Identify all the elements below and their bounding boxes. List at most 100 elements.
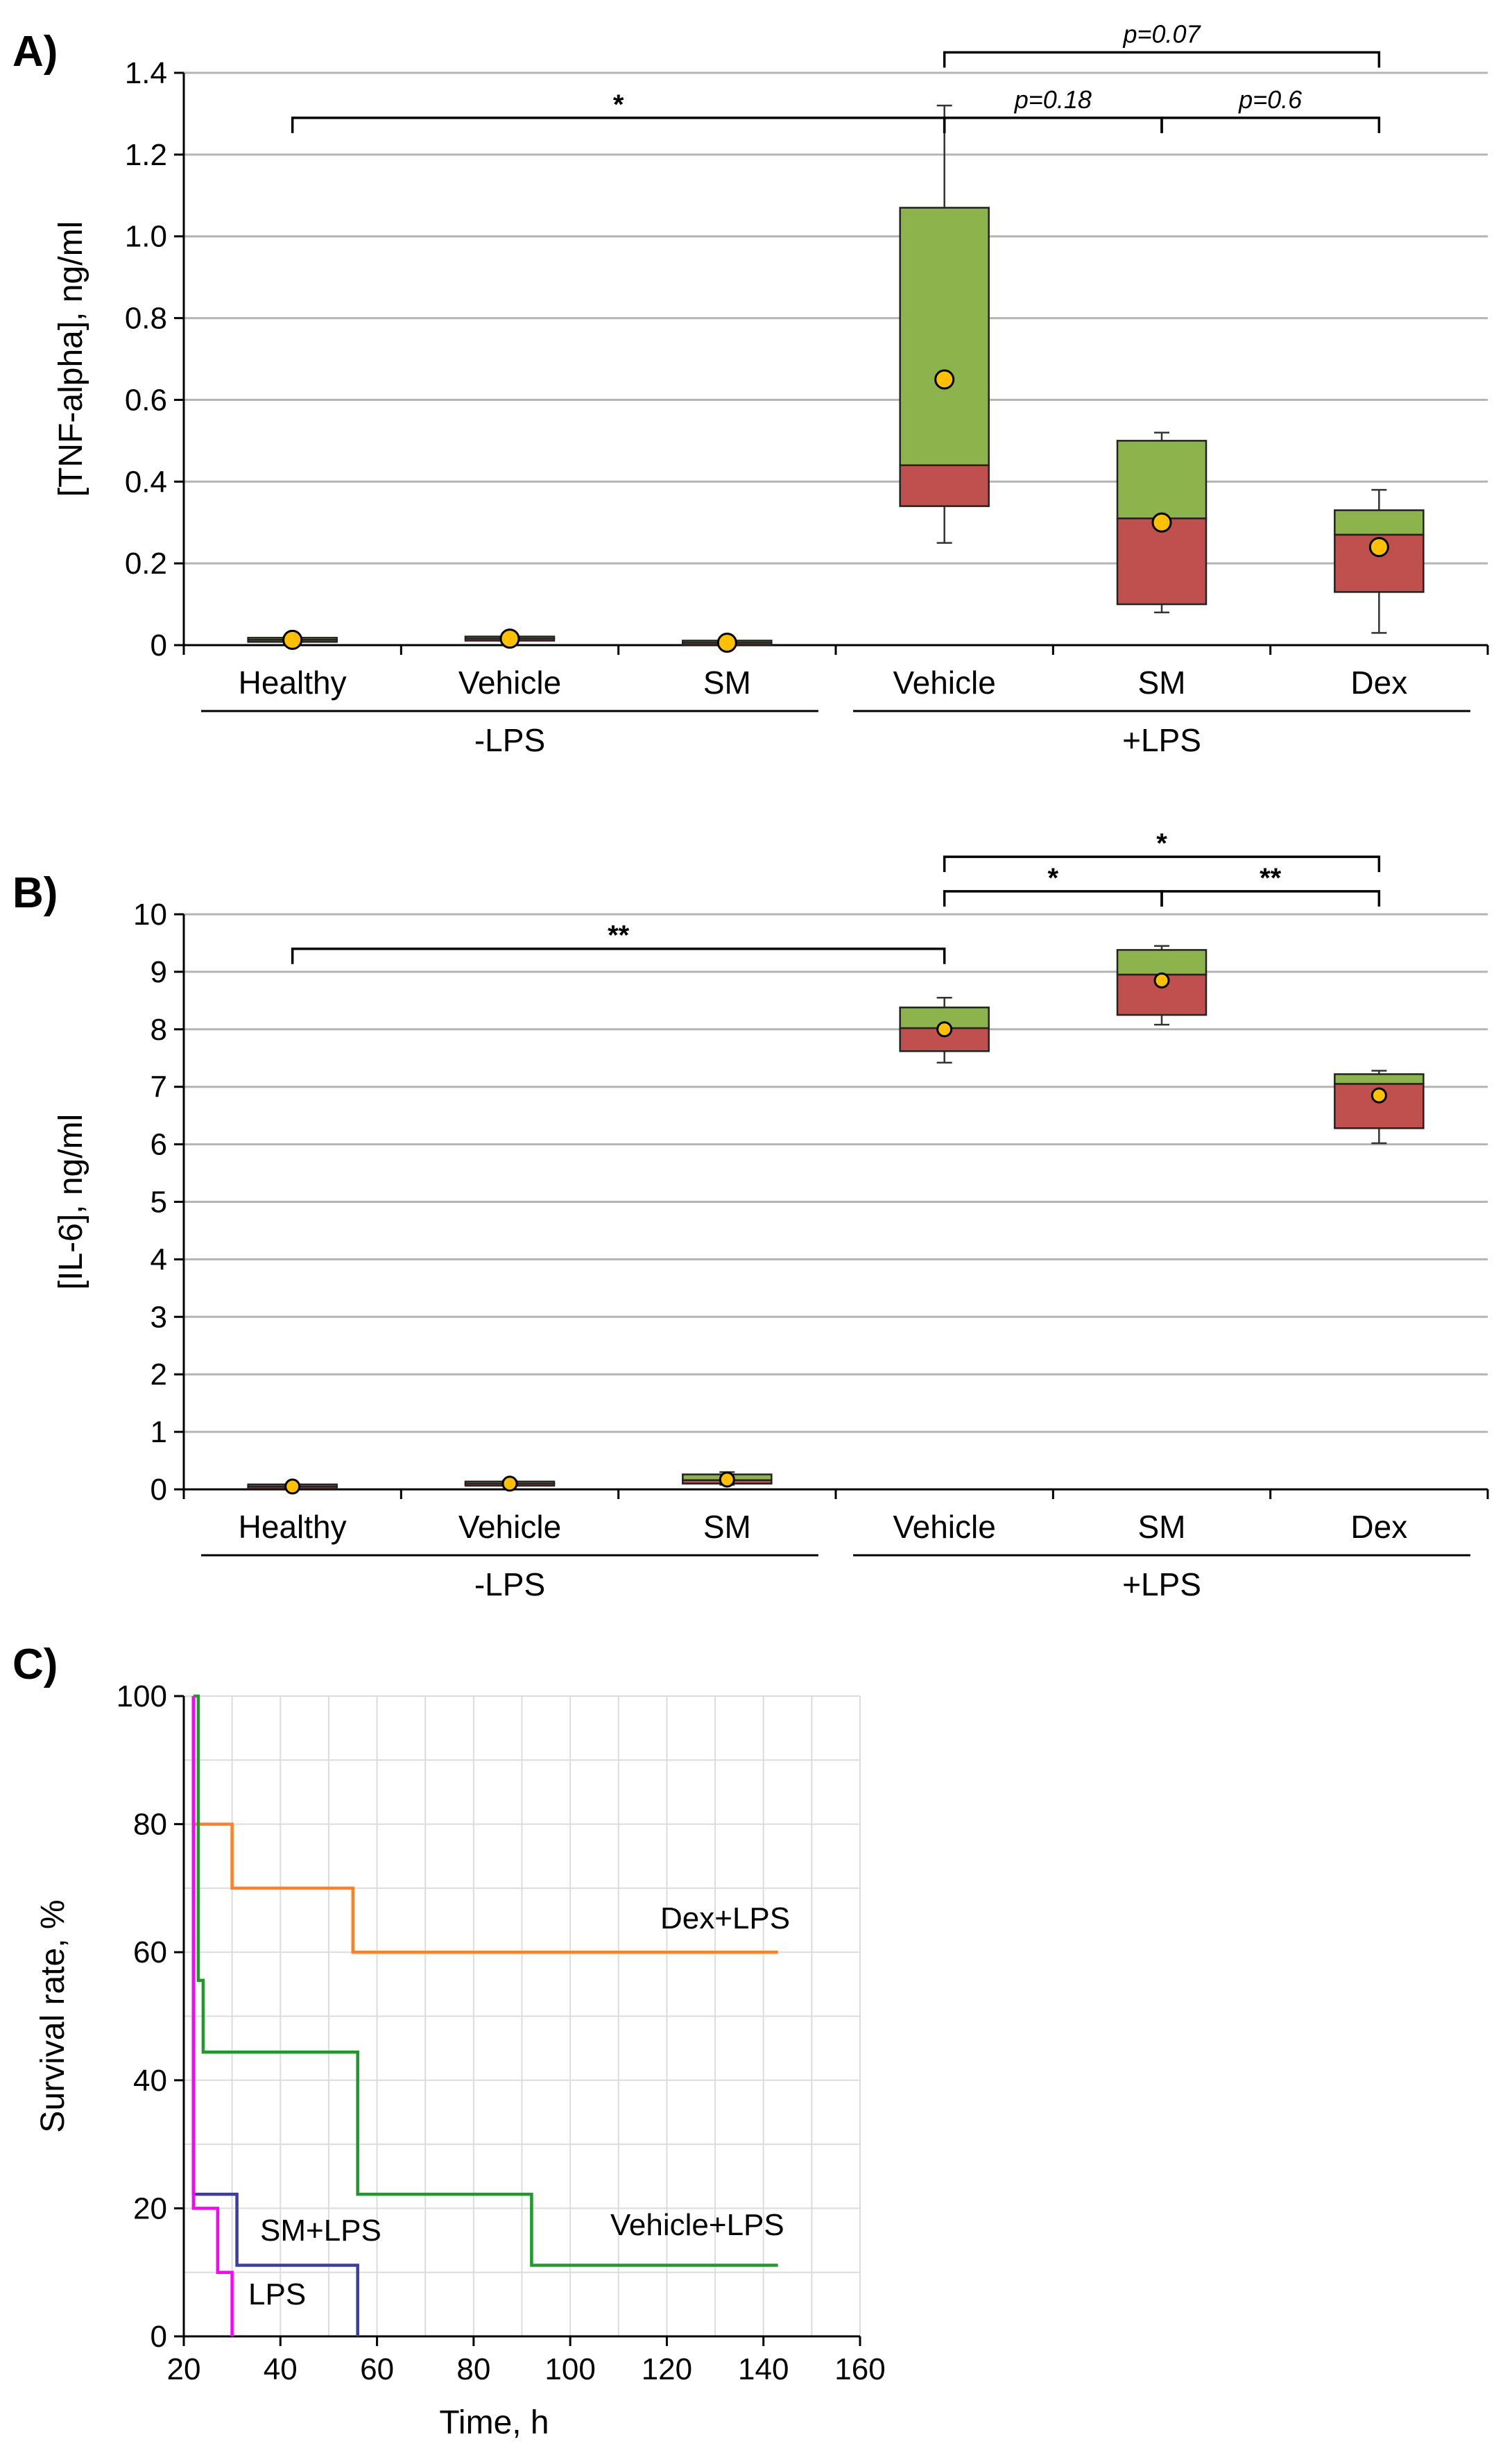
x-category-label: Dex — [1350, 1509, 1407, 1545]
x-tick-label: 40 — [264, 2352, 298, 2386]
x-category-label: Vehicle — [458, 665, 561, 701]
x-tick-label: 20 — [167, 2352, 201, 2386]
y-tick-label: 0 — [151, 628, 167, 662]
y-tick-label: 2 — [151, 1358, 167, 1392]
x-tick-label: 160 — [834, 2352, 885, 2386]
y-tick-label: 0.4 — [125, 465, 167, 499]
panel-c-survival-chart: C)20 40 60 80 100 120 140 160020406080100Time, … — [12, 1641, 886, 2441]
x-category-label: SM — [703, 665, 751, 701]
y-tick-label: 5 — [151, 1186, 167, 1220]
bracket-line — [291, 947, 946, 964]
y-tick-label: 1.4 — [125, 56, 167, 90]
significance-bracket: p=0.18 — [943, 85, 1163, 133]
y-tick-label: 6 — [151, 1128, 167, 1162]
box-1 — [247, 1478, 338, 1495]
mean-marker — [936, 1021, 953, 1038]
significance-bracket: p=0.07 — [943, 20, 1381, 68]
y-tick-label: 40 — [133, 2064, 167, 2098]
y-tick-label: 0 — [151, 1473, 167, 1507]
box-upper-quartile — [1116, 440, 1208, 520]
series-label: LPS — [248, 2277, 306, 2311]
box-4 — [899, 104, 990, 544]
y-tick-label: 0.6 — [125, 383, 167, 417]
panel-letter: C) — [12, 1641, 58, 1688]
x-tick-label: 80 — [456, 2352, 490, 2386]
bracket-line — [943, 117, 1163, 133]
x-category-label: Dex — [1350, 665, 1407, 701]
y-axis-label: [IL-6], ng/ml — [53, 1114, 89, 1290]
box-2 — [464, 628, 556, 649]
y-tick-label: 3 — [151, 1300, 167, 1334]
significance-bracket: ** — [291, 921, 946, 964]
mean-marker — [719, 1471, 735, 1488]
y-tick-label: 1.2 — [125, 138, 167, 172]
significance-label: p=0.6 — [1238, 85, 1303, 114]
x-axis-label: Time, h — [439, 2404, 549, 2441]
x-tick-label: 60 — [360, 2352, 394, 2386]
panel-b-il6-chart: B) 0 1 2 3 4 5 6 7 8 9 10 [IL-6], ng/ml Healthy Vehicl… — [12, 828, 1489, 1602]
x-category-label: Healthy — [239, 1509, 347, 1545]
y-axis-label: Survival rate, % — [35, 1899, 71, 2132]
y-tick-label: 100 — [117, 1679, 167, 1713]
survival-curve — [191, 1696, 234, 2336]
box-upper-quartile — [1334, 1073, 1425, 1085]
box-upper-quartile — [1116, 949, 1208, 976]
box-4 — [899, 996, 990, 1064]
significance-bracket: * — [943, 863, 1163, 907]
y-tick-label: 4 — [151, 1242, 167, 1276]
bracket-line — [943, 890, 1163, 907]
bracket-line — [943, 51, 1381, 68]
mean-marker — [934, 369, 955, 390]
x-tick-label: 140 — [738, 2352, 789, 2386]
significance-bracket: * — [291, 89, 946, 133]
box-3 — [682, 632, 773, 653]
x-tick-label: 100 — [544, 2352, 595, 2386]
panel-letter: B) — [12, 869, 58, 917]
box-upper-quartile — [1334, 509, 1425, 536]
y-tick-label: 1.0 — [125, 220, 167, 254]
y-tick-label: 10 — [133, 898, 167, 932]
significance-bracket: ** — [1160, 863, 1381, 907]
mean-marker — [501, 1475, 518, 1492]
box-2 — [464, 1475, 556, 1492]
bracket-line — [1160, 890, 1381, 907]
group-label: -LPS — [474, 1566, 545, 1602]
y-tick-label: 80 — [133, 1808, 167, 1842]
mean-marker — [716, 632, 737, 653]
box-3 — [682, 1471, 773, 1488]
x-category-label: Vehicle — [458, 1509, 561, 1545]
mean-marker — [499, 628, 520, 649]
y-tick-label: 9 — [151, 955, 167, 989]
mean-marker — [282, 629, 303, 650]
y-tick-label: 1 — [151, 1415, 167, 1449]
box-lower-quartile — [899, 464, 990, 507]
survival-curve — [193, 1694, 778, 2267]
x-category-label: Vehicle — [893, 665, 995, 701]
y-tick-label: 8 — [151, 1013, 167, 1047]
significance-label: ** — [1260, 863, 1282, 893]
y-axis-label: [TNF-alpha], ng/ml — [53, 221, 89, 497]
mean-marker — [284, 1478, 301, 1495]
significance-bracket: * — [943, 828, 1381, 873]
significance-label: p=0.18 — [1014, 85, 1092, 114]
x-category-label: Vehicle — [893, 1509, 995, 1545]
group-label: +LPS — [1122, 1566, 1201, 1602]
panel-letter: A) — [12, 28, 58, 76]
mean-marker — [1151, 512, 1172, 533]
series-label: Vehicle+LPS — [610, 2208, 784, 2242]
bracket-line — [1160, 117, 1381, 133]
x-category-label: SM — [703, 1509, 751, 1545]
y-tick-label: 0.8 — [125, 302, 167, 336]
x-category-label: Healthy — [239, 665, 347, 701]
bracket-line — [291, 117, 946, 133]
significance-label: ** — [608, 921, 630, 951]
y-tick-label: 60 — [133, 1935, 167, 1969]
series-label: SM+LPS — [260, 2214, 381, 2248]
y-tick-label: 20 — [133, 2191, 167, 2225]
x-tick-label: 120 — [642, 2352, 692, 2386]
box-lower-quartile — [1116, 517, 1208, 606]
mean-marker — [1368, 537, 1389, 558]
series-label: Dex+LPS — [660, 1901, 790, 1935]
group-label: +LPS — [1122, 722, 1201, 758]
